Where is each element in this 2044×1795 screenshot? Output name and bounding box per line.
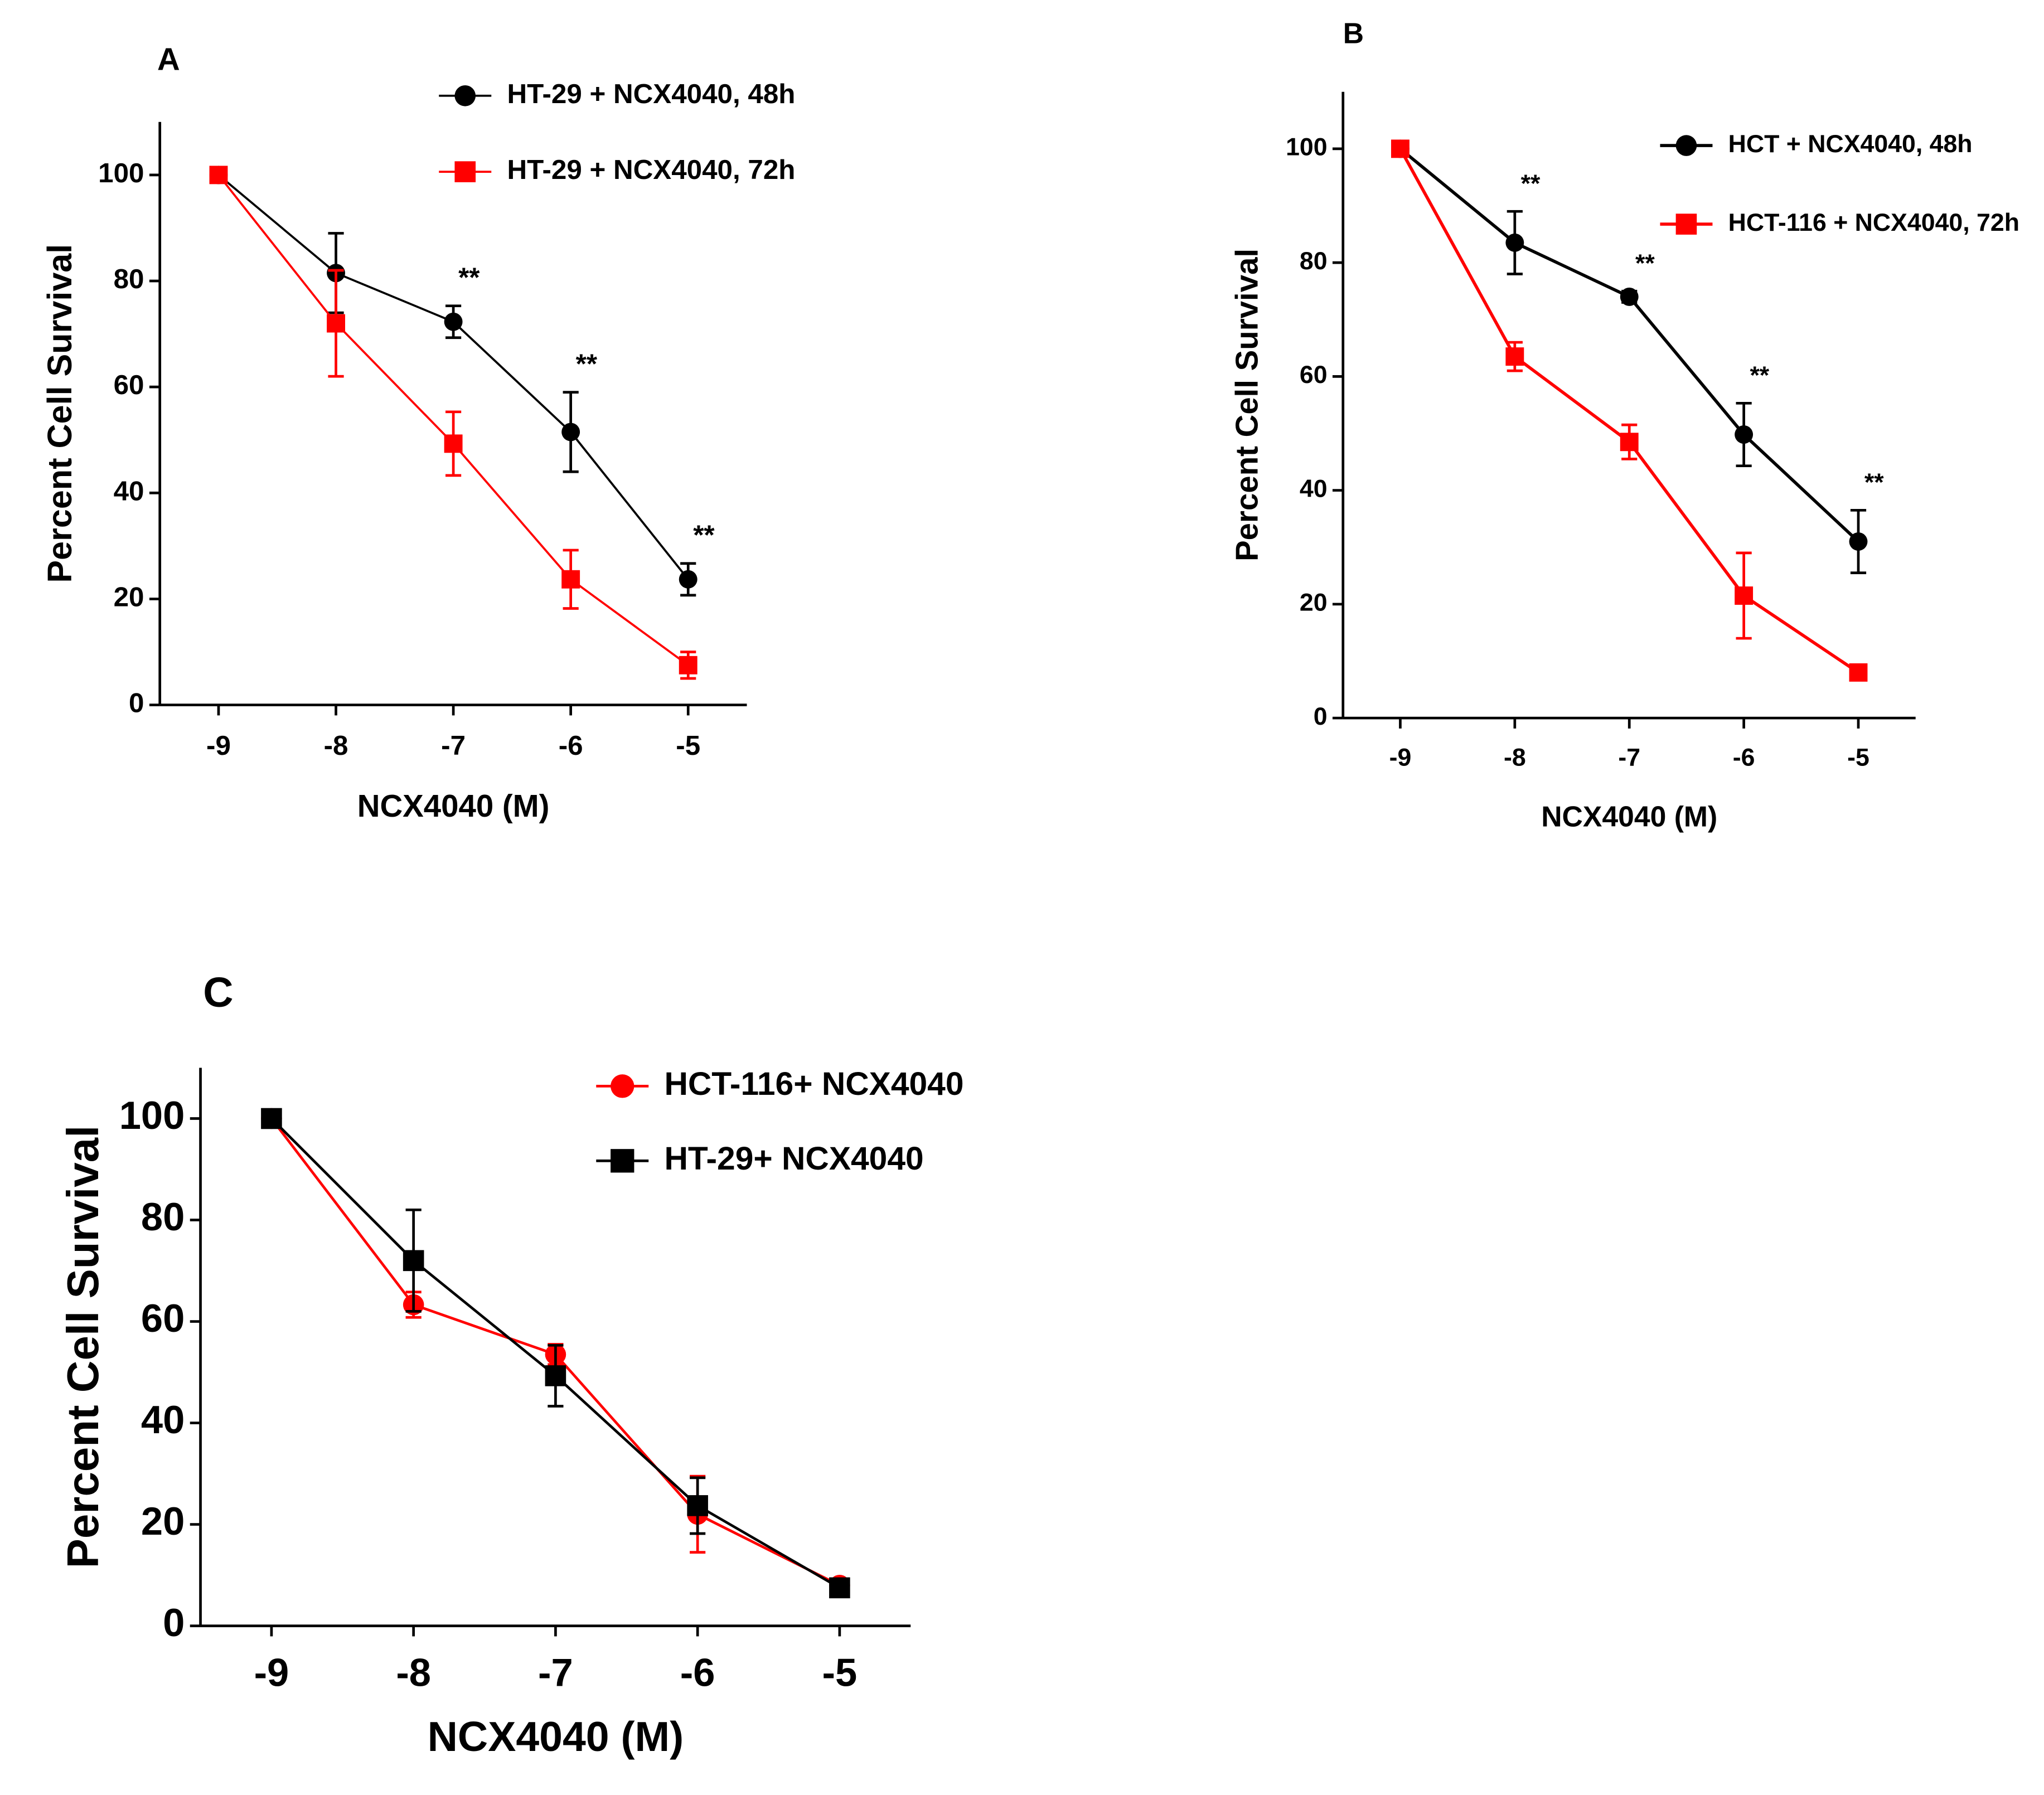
data-point <box>679 570 698 589</box>
legend-label: HT-29 + NCX4040, 72h <box>507 154 795 185</box>
y-tick-label: 100 <box>98 158 144 188</box>
data-point <box>261 1108 282 1129</box>
x-tick-label: -8 <box>396 1651 431 1695</box>
legend-marker <box>1675 214 1697 235</box>
x-axis-title: NCX4040 (M) <box>1541 801 1717 833</box>
data-point <box>1505 233 1524 252</box>
legend-marker <box>454 161 476 182</box>
data-point <box>1505 347 1524 366</box>
panel-label: A <box>157 42 180 77</box>
data-point <box>1849 663 1868 682</box>
annotation: ** <box>458 263 480 293</box>
x-tick-label: -5 <box>822 1651 858 1695</box>
x-tick-label: -9 <box>206 730 231 761</box>
x-tick-label: -5 <box>676 730 700 761</box>
data-point <box>327 314 345 333</box>
y-tick-label: 20 <box>141 1499 185 1543</box>
x-tick-label: -8 <box>324 730 348 761</box>
data-point <box>1735 586 1754 605</box>
data-point <box>561 423 580 442</box>
data-point <box>1620 287 1639 306</box>
y-tick-label: 0 <box>1314 703 1328 730</box>
y-tick-label: 80 <box>141 1195 185 1239</box>
legend-marker <box>454 85 476 106</box>
y-tick-label: 60 <box>141 1296 185 1340</box>
legend-marker <box>1675 135 1697 156</box>
data-point <box>444 434 463 453</box>
legend-label: HCT + NCX4040, 48h <box>1728 130 1973 158</box>
y-tick-label: 100 <box>1286 134 1327 161</box>
y-tick-label: 40 <box>114 476 144 506</box>
y-axis-title: Percent Cell Survival <box>41 244 79 583</box>
legend-label: HT-29+ NCX4040 <box>664 1141 923 1177</box>
annotation: ** <box>1635 250 1655 277</box>
x-tick-label: -9 <box>1389 744 1412 772</box>
y-tick-label: 100 <box>119 1093 185 1137</box>
y-axis-title: Percent Cell Survival <box>58 1125 108 1569</box>
legend-label: HCT-116 + NCX4040, 72h <box>1728 209 2019 236</box>
data-point <box>444 312 463 331</box>
panel-label: B <box>1343 17 1364 49</box>
x-tick-label: -6 <box>559 730 583 761</box>
data-point <box>679 656 698 675</box>
annotation: ** <box>693 520 715 551</box>
annotation: ** <box>1750 362 1769 389</box>
data-point <box>1620 433 1639 452</box>
y-axis-title: Percent Cell Survival <box>1229 249 1264 561</box>
data-point <box>1391 139 1410 158</box>
data-point <box>1735 425 1754 444</box>
legend-marker <box>611 1074 634 1098</box>
data-point <box>403 1250 424 1272</box>
y-tick-label: 80 <box>1300 248 1328 275</box>
panel-label: C <box>203 969 233 1016</box>
x-tick-label: -9 <box>254 1651 289 1695</box>
legend-label: HCT-116+ NCX4040 <box>664 1066 963 1102</box>
data-point <box>209 166 228 185</box>
x-tick-label: -7 <box>538 1651 573 1695</box>
y-tick-label: 80 <box>114 264 144 294</box>
annotation: ** <box>576 349 598 380</box>
series-line <box>1399 147 1859 543</box>
x-tick-label: -6 <box>1733 744 1755 772</box>
x-tick-label: -8 <box>1504 744 1526 772</box>
y-tick-label: 60 <box>1300 361 1328 389</box>
data-point <box>829 1577 850 1599</box>
y-tick-label: 0 <box>163 1600 185 1644</box>
legend-label: HT-29 + NCX4040, 48h <box>507 79 795 109</box>
series-line <box>217 174 689 580</box>
legend-marker <box>611 1149 634 1173</box>
y-tick-label: 40 <box>1300 475 1328 502</box>
data-point <box>545 1365 566 1386</box>
x-tick-label: -7 <box>441 730 466 761</box>
y-tick-label: 0 <box>129 688 144 719</box>
y-tick-label: 60 <box>114 370 144 400</box>
data-point <box>687 1495 708 1516</box>
data-point <box>561 570 580 589</box>
y-tick-label: 20 <box>1300 589 1328 617</box>
y-tick-label: 40 <box>141 1398 185 1442</box>
annotation: ** <box>1864 469 1884 496</box>
x-axis-title: NCX4040 (M) <box>428 1713 684 1760</box>
y-tick-label: 20 <box>114 581 144 612</box>
x-tick-label: -5 <box>1847 744 1869 772</box>
x-tick-label: -6 <box>680 1651 715 1695</box>
x-axis-title: NCX4040 (M) <box>357 788 550 823</box>
data-point <box>1849 532 1868 551</box>
annotation: ** <box>1521 170 1541 197</box>
x-tick-label: -7 <box>1618 744 1640 772</box>
